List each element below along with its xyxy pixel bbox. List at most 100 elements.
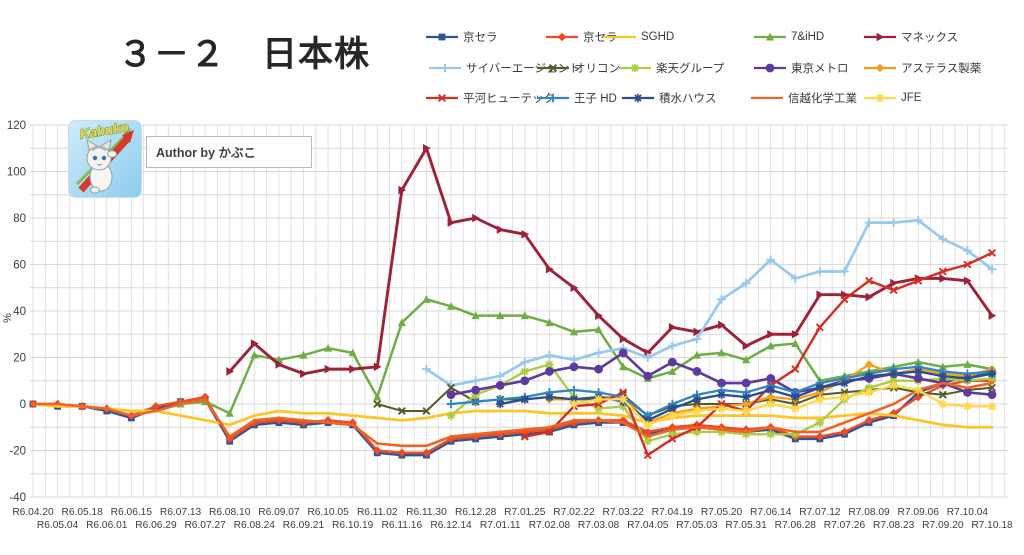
x-tick-label: R7.08.23 — [873, 520, 915, 531]
x-tick-label: R6.05.04 — [37, 520, 79, 531]
x-tick-label: R7.07.12 — [799, 507, 841, 518]
legend-item-monex: マネックス — [863, 30, 958, 44]
x-tick-label: R7.08.09 — [848, 507, 890, 518]
x-tick-label: R7.09.20 — [922, 520, 964, 531]
cat-illustration — [86, 138, 117, 194]
tokyo-metro-legend-marker-icon — [754, 63, 786, 73]
y-tick-label: 20 — [13, 353, 26, 365]
kyocera-orange-legend-marker-icon — [546, 32, 578, 42]
legend-item-oricon: オリコン — [536, 61, 620, 75]
legend-item-sghd: SGHD — [603, 30, 674, 44]
legend-label: 東京メトロ — [791, 63, 849, 75]
series-shin-etsu-chemical — [31, 381, 994, 448]
x-tick-label: R7.07.26 — [824, 520, 866, 531]
legend-item-tokyo-metro: 東京メトロ — [753, 61, 849, 75]
author-box: Author by かぶこ — [146, 136, 312, 168]
x-tick-label: R7.06.14 — [750, 507, 792, 518]
legend-item-seven-and-i-hd: 7&iHD — [753, 30, 824, 44]
x-tick-label: R6.11.30 — [406, 507, 447, 518]
x-tick-label: R6.07.27 — [184, 520, 226, 531]
oricon-legend-marker-icon — [537, 63, 569, 73]
sghd-legend-marker-icon — [604, 35, 636, 39]
legend-item-jfe: JFE — [863, 91, 921, 105]
sekisui-house-legend-marker-icon — [622, 93, 654, 103]
series-hirakawa-hutech — [520, 248, 997, 460]
x-tick-label: R6.10.05 — [307, 507, 349, 518]
x-tick-label: R6.12.14 — [430, 520, 472, 531]
series-monex — [226, 143, 997, 379]
cyberagent-legend-marker-icon — [429, 63, 461, 73]
x-tick-label: R6.06.01 — [86, 520, 128, 531]
legend-label: 京セラ — [583, 32, 618, 44]
y-tick-label: -40 — [9, 492, 26, 504]
x-tick-label: R6.09.21 — [283, 520, 325, 531]
x-tick-label: R6.08.24 — [234, 520, 276, 531]
y-tick-label: 100 — [7, 167, 26, 179]
x-tick-label: R7.10.04 — [947, 507, 989, 518]
legend-label: SGHD — [641, 31, 675, 43]
x-tick-label: R7.01.25 — [504, 507, 546, 518]
legend-item-oji-hd: 王子 HD — [536, 91, 617, 105]
astellas-legend-marker-icon — [864, 63, 896, 73]
x-tick-label: R7.10.18 — [971, 520, 1013, 531]
legend-label: 7&iHD — [791, 31, 825, 43]
jfe-legend-marker-icon — [864, 93, 896, 103]
legend-item-kyocera-orange: 京セラ — [545, 30, 618, 44]
x-tick-label: R6.04.20 — [12, 507, 54, 518]
x-tick-label: R6.05.18 — [62, 507, 104, 518]
x-tick-label: R6.12.28 — [455, 507, 497, 518]
legend-label: オリコン — [574, 63, 620, 75]
hirakawa-hutech-legend-marker-icon — [426, 93, 458, 103]
legend-label: 平河ヒューテック — [463, 93, 555, 105]
legend-label: 楽天グループ — [656, 63, 725, 75]
x-tick-label: R7.09.06 — [898, 507, 940, 518]
y-axis: 120 100 80 60 40 20 0 -20 -40% — [2, 120, 26, 504]
kabuko-logo: Kabuko — [68, 119, 142, 198]
x-tick-label: R7.05.20 — [701, 507, 743, 518]
x-tick-label: R7.04.05 — [627, 520, 669, 531]
x-tick-label: R6.11.02 — [357, 507, 398, 518]
gridlines — [30, 124, 1008, 498]
x-tick-label: R6.09.07 — [258, 507, 300, 518]
kyocera-blue-legend-marker-icon — [426, 33, 458, 41]
x-tick-label: R7.06.28 — [775, 520, 817, 531]
x-tick-label: R7.05.31 — [725, 520, 767, 531]
legend-label: 京セラ — [463, 32, 498, 44]
legend-item-hirakawa-hutech: 平河ヒューテック — [425, 91, 555, 105]
author-text: Author by かぶこ — [156, 146, 256, 160]
series-jfe — [569, 381, 997, 430]
y-tick-label: 120 — [7, 120, 26, 132]
x-tick-label: R6.06.29 — [135, 520, 177, 531]
legend-item-sekisui-house: 積水ハウス — [621, 91, 717, 105]
x-tick-label: R7.01.11 — [480, 520, 521, 531]
oji-hd-legend-marker-icon — [537, 93, 569, 103]
y-tick-label: 0 — [20, 399, 26, 411]
y-tick-label: 40 — [13, 306, 26, 318]
x-tick-label: R7.03.08 — [578, 520, 620, 531]
legend-item-rakuten-group: 楽天グループ — [618, 61, 724, 75]
legend-label: アステラス製薬 — [901, 63, 982, 75]
y-tick-label: -20 — [9, 446, 26, 458]
seven-and-i-hd-legend-marker-icon — [754, 32, 786, 41]
legend-item-kyocera-blue: 京セラ — [425, 30, 498, 44]
x-axis: R6.04.20 R6.05.04 R6.05.18 R6.06.01 R6.06.15… — [12, 507, 1013, 531]
monex-legend-marker-icon — [864, 32, 896, 42]
y-tick-label: 80 — [13, 213, 26, 225]
x-tick-label: R7.05.03 — [676, 520, 718, 531]
x-tick-label: R6.10.19 — [332, 520, 374, 531]
legend-label: JFE — [901, 92, 922, 104]
x-tick-label: R7.02.22 — [553, 507, 595, 518]
y-tick-label: 60 — [13, 260, 26, 272]
series-sekisui-house — [495, 367, 997, 425]
series-sghd — [31, 402, 994, 429]
legend-label: 積水ハウス — [659, 93, 717, 105]
x-tick-label: R6.07.13 — [160, 507, 202, 518]
x-tick-label: R7.02.08 — [529, 520, 571, 531]
x-tick-label: R6.06.15 — [111, 507, 153, 518]
legend-label: 王子 HD — [574, 93, 617, 105]
legend-item-shin-etsu-chemical: 信越化学工業 — [750, 91, 857, 105]
x-tick-label: R7.04.19 — [652, 507, 694, 518]
shin-etsu-chemical-legend-marker-icon — [751, 96, 783, 100]
legend-item-astellas: アステラス製薬 — [863, 61, 981, 75]
